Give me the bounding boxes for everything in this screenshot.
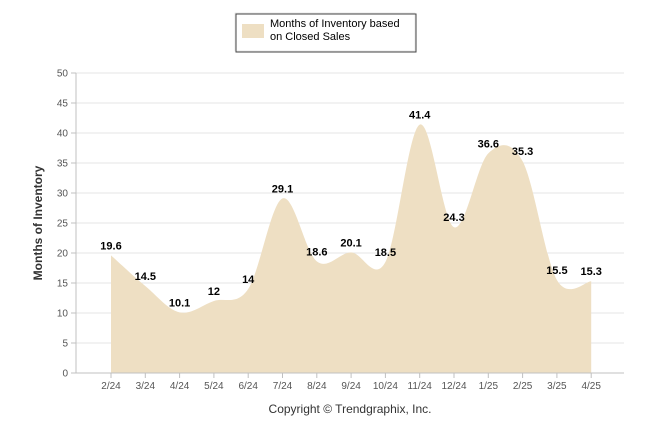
x-tick-label: 5/24 — [204, 381, 224, 392]
legend-shadow — [234, 12, 416, 52]
x-tick-label: 2/25 — [513, 381, 533, 392]
x-tick-label: 2/24 — [101, 381, 121, 392]
data-label: 14 — [242, 274, 255, 286]
y-tick-label: 30 — [57, 189, 69, 200]
x-tick-label: 7/24 — [273, 381, 293, 392]
data-label: 12 — [208, 286, 220, 298]
y-tick-label: 10 — [57, 309, 69, 320]
legend-label-line2: on Closed Sales — [270, 31, 351, 43]
copyright-footer: Copyright © Trendgraphix, Inc. — [269, 402, 432, 416]
x-tick-label: 4/24 — [170, 381, 190, 392]
x-tick-label: 8/24 — [307, 381, 327, 392]
data-label: 19.6 — [100, 240, 121, 252]
data-label: 10.1 — [169, 297, 190, 309]
x-tick-label: 6/24 — [238, 381, 258, 392]
series-area-fill — [111, 124, 592, 373]
y-axis-title: Months of Inventory — [31, 165, 45, 280]
data-label: 15.5 — [546, 265, 567, 277]
y-tick-label: 0 — [62, 369, 68, 380]
y-tick-label: 5 — [62, 339, 68, 350]
x-tick-label: 9/24 — [341, 381, 361, 392]
data-label: 15.3 — [580, 266, 601, 278]
data-label: 20.1 — [340, 237, 361, 249]
x-tick-label: 11/24 — [408, 381, 433, 392]
y-tick-label: 20 — [57, 249, 69, 260]
y-tick-label: 25 — [57, 219, 69, 230]
data-label: 36.6 — [478, 138, 499, 150]
legend-box — [235, 13, 417, 53]
x-tick-label: 3/24 — [136, 381, 156, 392]
legend: Months of Inventory based on Closed Sale… — [234, 12, 417, 53]
x-tick-label: 12/24 — [441, 381, 466, 392]
y-tick-label: 15 — [57, 279, 69, 290]
x-tick-label: 3/25 — [547, 381, 567, 392]
legend-swatch — [242, 24, 264, 38]
x-tick-label: 4/25 — [581, 381, 601, 392]
x-tick-label: 10/24 — [373, 381, 398, 392]
data-label: 29.1 — [272, 183, 293, 195]
data-label: 24.3 — [443, 212, 464, 224]
data-label: 41.4 — [409, 110, 431, 122]
y-tick-label: 35 — [57, 159, 69, 170]
data-label: 14.5 — [135, 271, 156, 283]
legend-label-line1: Months of Inventory based — [270, 18, 400, 30]
x-tick-label: 1/25 — [479, 381, 499, 392]
data-label: 35.3 — [512, 146, 533, 158]
y-axis-ticks: 0 5 10 15 20 25 30 35 40 45 50 — [57, 69, 76, 380]
y-tick-label: 45 — [57, 99, 69, 110]
y-tick-label: 40 — [57, 129, 69, 140]
y-tick-label: 50 — [57, 69, 69, 80]
data-label: 18.6 — [306, 246, 327, 258]
x-axis-ticks: 2/24 3/24 4/24 5/24 6/24 7/24 8/24 9/24 10/24 11/… — [101, 373, 601, 392]
data-label: 18.5 — [375, 247, 396, 259]
data-labels: 19.6 14.5 10.1 12 14 29.1 18.6 20.1 18.5 41.4 24.3… — [100, 110, 602, 310]
series-area — [111, 124, 592, 373]
